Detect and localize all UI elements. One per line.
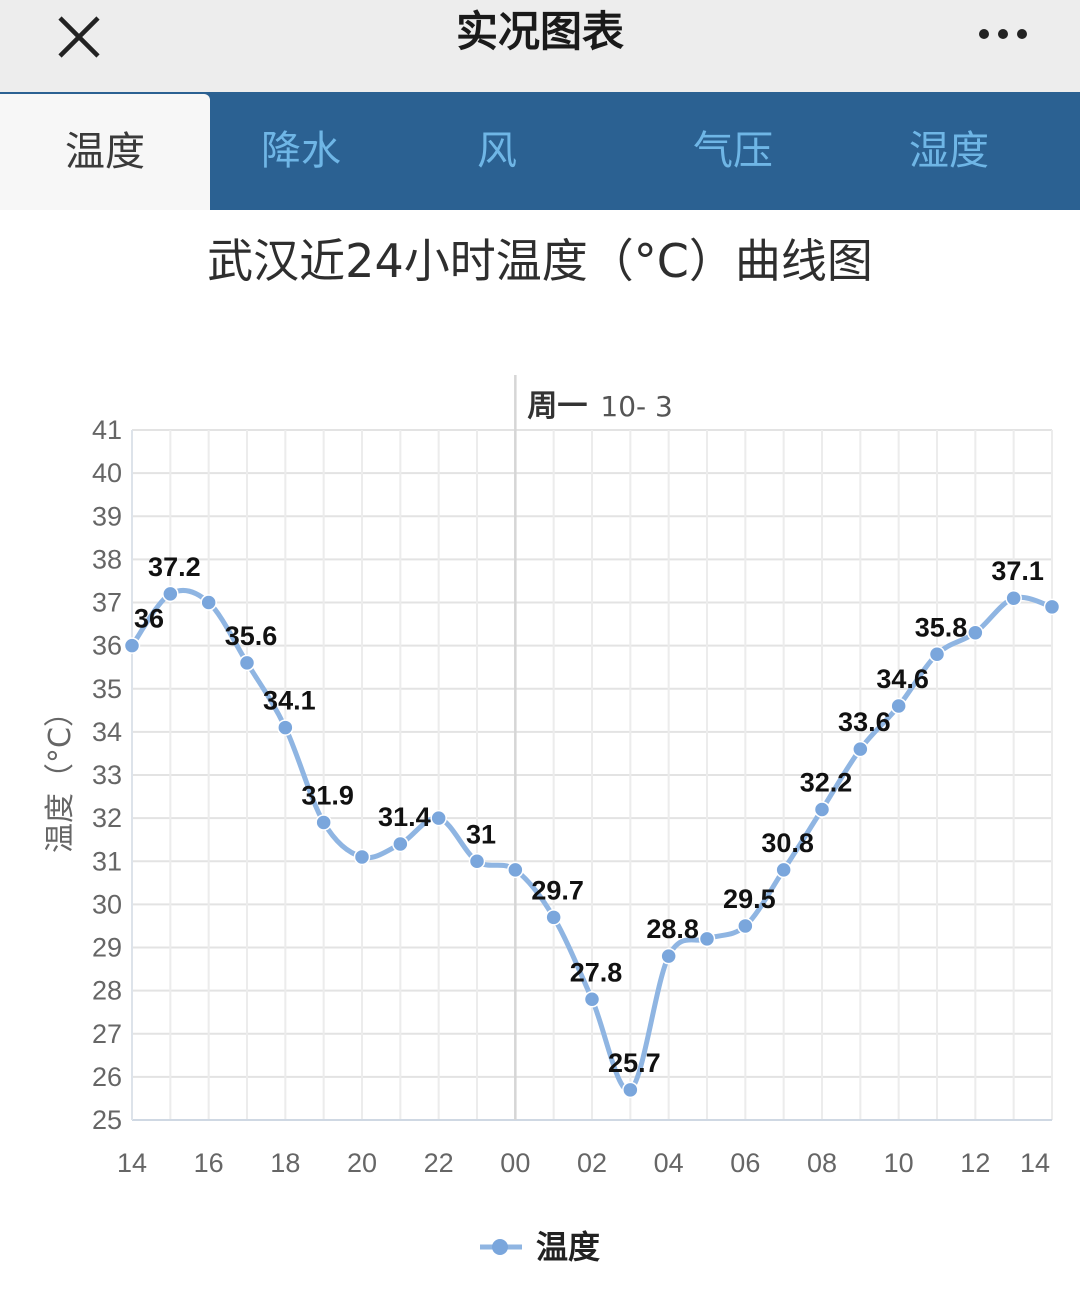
y-tick-label: 38 bbox=[92, 544, 122, 574]
data-point[interactable] bbox=[238, 654, 256, 672]
more-button[interactable] bbox=[970, 14, 1036, 54]
y-tick-label: 40 bbox=[92, 458, 122, 488]
data-label: 32.2 bbox=[800, 768, 853, 798]
data-point[interactable] bbox=[622, 1081, 639, 1099]
close-icon bbox=[58, 16, 100, 58]
x-tick-label: 14 bbox=[117, 1148, 147, 1178]
y-tick-label: 37 bbox=[92, 588, 122, 618]
x-tick-label: 14 bbox=[1020, 1148, 1050, 1178]
data-point[interactable] bbox=[1005, 589, 1022, 607]
data-label: 28.8 bbox=[646, 914, 699, 944]
x-tick-label: 08 bbox=[807, 1148, 837, 1178]
y-tick-label: 34 bbox=[92, 717, 122, 747]
y-tick-label: 39 bbox=[92, 501, 122, 531]
y-tick-label: 30 bbox=[92, 889, 122, 919]
data-label: 35.6 bbox=[225, 621, 278, 651]
data-label: 34.6 bbox=[876, 664, 929, 694]
y-tick-label: 41 bbox=[92, 415, 122, 445]
data-point[interactable] bbox=[200, 594, 217, 611]
data-point[interactable] bbox=[775, 861, 792, 879]
series-data-labels: 36 37.2 35.6 34.1 31.9 31.4 31 29.7 27.8 25.7 28.8… bbox=[134, 552, 1044, 1078]
data-point[interactable] bbox=[123, 637, 141, 654]
tab-bar: 温度 降水 风 气压 湿度 bbox=[0, 92, 1080, 210]
data-point[interactable] bbox=[660, 947, 677, 965]
tab-precipitation[interactable]: 降水 bbox=[261, 128, 341, 174]
date-marker-label: 周一 10- 3 bbox=[527, 389, 673, 424]
data-label: 31.4 bbox=[378, 802, 431, 832]
data-label: 36 bbox=[134, 604, 164, 634]
data-point[interactable] bbox=[545, 909, 562, 926]
data-label: 29.5 bbox=[723, 884, 776, 914]
data-label: 37.2 bbox=[148, 552, 201, 582]
close-button[interactable] bbox=[50, 8, 108, 66]
x-tick-label: 16 bbox=[194, 1148, 224, 1178]
y-tick-label: 28 bbox=[92, 976, 122, 1006]
y-tick-label: 29 bbox=[92, 933, 122, 963]
data-point[interactable] bbox=[698, 930, 716, 948]
y-tick-label: 26 bbox=[92, 1062, 122, 1092]
x-tick-label: 10 bbox=[884, 1148, 914, 1178]
data-point[interactable] bbox=[162, 585, 179, 603]
data-point[interactable] bbox=[430, 809, 447, 827]
data-point[interactable] bbox=[315, 814, 332, 831]
data-point[interactable] bbox=[852, 740, 869, 758]
data-point[interactable] bbox=[813, 801, 831, 818]
data-point[interactable] bbox=[890, 697, 907, 715]
data-label: 29.7 bbox=[531, 875, 584, 905]
y-tick-label: 36 bbox=[92, 631, 122, 661]
chart-grid bbox=[131, 429, 1053, 1121]
data-point[interactable] bbox=[967, 624, 984, 641]
x-tick-label: 00 bbox=[500, 1148, 530, 1178]
y-tick-label: 33 bbox=[92, 760, 122, 790]
data-label: 34.1 bbox=[263, 686, 316, 716]
y-tick-label: 31 bbox=[92, 846, 122, 876]
data-label: 31.9 bbox=[301, 780, 354, 810]
y-tick-label: 25 bbox=[92, 1105, 122, 1135]
tab-temperature[interactable]: 温度 bbox=[0, 94, 210, 210]
x-tick-label: 20 bbox=[347, 1148, 377, 1178]
x-tick-label: 06 bbox=[730, 1148, 760, 1178]
data-point[interactable] bbox=[928, 646, 946, 663]
data-point[interactable] bbox=[392, 835, 409, 853]
y-tick-label: 27 bbox=[92, 1019, 122, 1049]
data-point[interactable] bbox=[737, 917, 754, 935]
y-axis-title: 温度（°C） bbox=[43, 697, 78, 853]
y-tick-label: 35 bbox=[92, 674, 122, 704]
data-label: 25.7 bbox=[608, 1048, 661, 1078]
data-point[interactable] bbox=[353, 848, 371, 866]
data-label: 27.8 bbox=[570, 957, 623, 987]
x-tick-label: 12 bbox=[960, 1148, 990, 1178]
tab-wind[interactable]: 风 bbox=[477, 128, 517, 174]
data-label: 33.6 bbox=[838, 707, 891, 737]
chart-title: 武汉近24小时温度（°C）曲线图 bbox=[207, 234, 873, 288]
page-title: 实况图表 bbox=[455, 7, 624, 56]
data-point[interactable] bbox=[277, 719, 294, 736]
data-point[interactable] bbox=[507, 861, 524, 879]
date-marker-weekday: 周一 bbox=[527, 389, 587, 424]
legend-label-temperature: 温度 bbox=[536, 1228, 600, 1266]
data-point[interactable] bbox=[583, 991, 601, 1008]
x-tick-label: 22 bbox=[424, 1148, 454, 1178]
data-label: 30.8 bbox=[761, 828, 814, 858]
series-points bbox=[123, 585, 1061, 1099]
tab-humidity[interactable]: 湿度 bbox=[909, 128, 989, 174]
legend-swatch-point bbox=[492, 1239, 508, 1255]
tab-pressure[interactable]: 气压 bbox=[693, 128, 773, 174]
data-label: 31 bbox=[466, 819, 496, 849]
more-dots-icon bbox=[979, 29, 1027, 39]
top-bar: 实况图表 bbox=[0, 0, 1080, 92]
x-tick-label: 02 bbox=[577, 1148, 607, 1178]
chart-axes: 25 26 27 28 29 30 31 32 33 34 35 36 37 38 39 40 41 14 16 18… bbox=[92, 415, 1050, 1178]
y-tick-label: 32 bbox=[92, 803, 122, 833]
date-marker-date: 10- 3 bbox=[600, 390, 672, 423]
x-tick-label: 18 bbox=[270, 1148, 300, 1178]
data-label: 35.8 bbox=[915, 612, 968, 642]
chart-legend[interactable]: 温度 bbox=[480, 1228, 600, 1266]
data-point[interactable] bbox=[1043, 598, 1061, 616]
data-point[interactable] bbox=[468, 853, 486, 870]
data-label: 37.1 bbox=[991, 556, 1044, 586]
x-tick-label: 04 bbox=[654, 1148, 684, 1178]
